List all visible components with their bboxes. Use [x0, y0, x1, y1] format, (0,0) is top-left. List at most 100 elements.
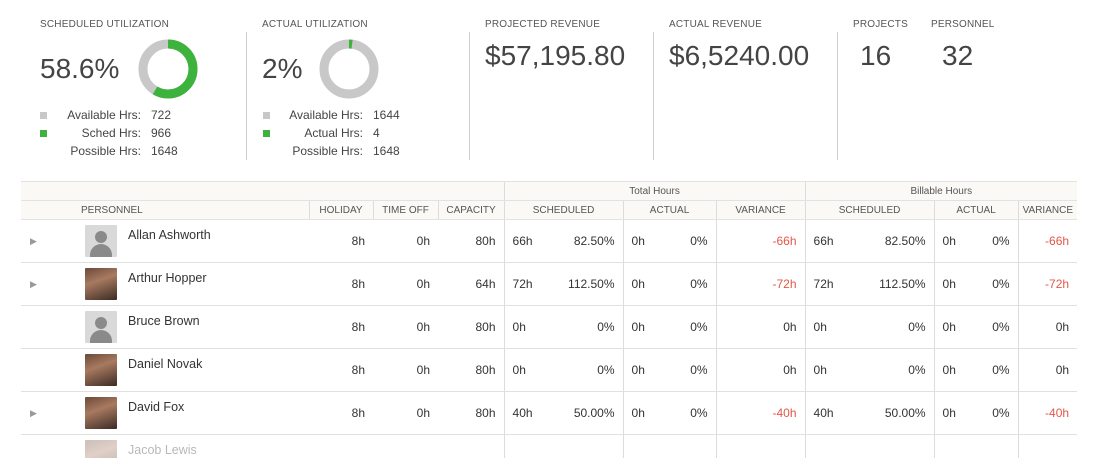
col-capacity[interactable]: CAPACITY — [437, 200, 505, 220]
scheduled-hours-cell: 72h — [503, 262, 564, 306]
expand-row-toggle[interactable]: ▶ — [21, 391, 46, 435]
donut-fill-arc — [319, 39, 379, 99]
billable-variance-cell: -40h — [1017, 391, 1077, 435]
projects-value: 16 — [860, 40, 892, 71]
variance-cell: -66h — [715, 219, 806, 263]
billable-actual-percent-cell: 0% — [975, 305, 1019, 349]
personnel-label: PERSONNEL — [931, 19, 995, 30]
holiday-cell: 8h — [309, 305, 373, 349]
billable-scheduled-percent-cell: 0% — [870, 348, 935, 392]
time-off-cell: 0h — [373, 348, 438, 392]
actual-utilization-value: 2% — [262, 53, 303, 84]
actual-utilization-label: ACTUAL UTILIZATION — [262, 19, 368, 30]
scheduled-hours-cell: 0h — [503, 305, 564, 349]
expand-row-toggle[interactable]: ▶ — [21, 262, 46, 306]
billable-actual-percent-cell: 0% — [975, 219, 1019, 263]
time-off-cell: 0h — [373, 391, 438, 435]
personnel-cell: Daniel Novak — [46, 348, 309, 392]
caret-right-icon[interactable]: ▶ — [30, 407, 37, 418]
col-time-off[interactable]: TIME OFF — [372, 200, 438, 220]
time-off-cell: 0h — [373, 305, 438, 349]
actual-percent-cell: 0% — [667, 305, 717, 349]
table-row[interactable]: ▶ Allan Ashworth 8h 0h 80h 66h 82.50% 0h 0% -66h 6… — [21, 219, 1077, 263]
col-billable-scheduled[interactable]: SCHEDULED — [804, 200, 935, 220]
variance-cell — [715, 434, 806, 458]
divider — [246, 32, 247, 160]
actual-percent-cell: 0% — [667, 262, 717, 306]
billable-variance-cell: -66h — [1017, 219, 1077, 263]
col-actual[interactable]: ACTUAL — [622, 200, 717, 220]
billable-scheduled-hours-cell: 72h — [804, 262, 871, 306]
caret-right-icon[interactable]: ▶ — [30, 278, 37, 289]
scheduled-hours-cell: 40h — [503, 391, 564, 435]
expand-row-toggle — [21, 305, 46, 349]
holiday-cell — [309, 434, 373, 458]
avatar — [85, 354, 117, 386]
actual-hours-cell: 0h — [622, 391, 668, 435]
legend-value: 4 — [373, 126, 380, 140]
legend-row: Possible Hrs: 1648 — [40, 142, 220, 160]
personnel-cell: Arthur Hopper — [46, 262, 309, 306]
col-personnel[interactable]: PERSONNEL — [46, 200, 309, 220]
personnel-name[interactable]: David Fox — [128, 400, 185, 414]
legend-row: Available Hrs: 722 — [40, 106, 220, 124]
col-scheduled[interactable]: SCHEDULED — [503, 200, 624, 220]
billable-scheduled-percent-cell: 0% — [870, 305, 935, 349]
legend-row: Possible Hrs: 1648 — [263, 142, 443, 160]
billable-actual-percent-cell: 0% — [975, 348, 1019, 392]
billable-actual-hours-cell: 0h — [933, 219, 976, 263]
actual-hours-cell: 0h — [622, 348, 668, 392]
scheduled-utilization-donut — [138, 39, 198, 99]
personnel-name[interactable]: Bruce Brown — [128, 314, 200, 328]
scheduled-percent-cell: 0% — [563, 305, 624, 349]
personnel-name[interactable]: Daniel Novak — [128, 357, 203, 371]
donut-fill-arc — [138, 39, 198, 99]
table-row[interactable]: Jacob Lewis — [21, 434, 1077, 458]
billable-scheduled-hours-cell: 66h — [804, 219, 871, 263]
billable-scheduled-hours-cell: 0h — [804, 348, 871, 392]
divider — [837, 32, 838, 160]
legend-label: Possible Hrs: — [292, 144, 363, 158]
table-row[interactable]: Bruce Brown 8h 0h 80h 0h 0% 0h 0% 0h 0h 0% 0h 0% 0h — [21, 305, 1077, 349]
holiday-cell: 8h — [309, 262, 373, 306]
legend-label: Available Hrs: — [67, 108, 141, 122]
caret-right-icon[interactable]: ▶ — [30, 235, 37, 246]
expand-row-toggle[interactable]: ▶ — [21, 219, 46, 263]
personnel-name[interactable]: Jacob Lewis — [128, 443, 197, 457]
group-header-empty — [21, 181, 505, 201]
billable-actual-hours-cell: 0h — [933, 305, 976, 349]
avatar — [85, 397, 117, 429]
expand-row-toggle — [21, 434, 46, 458]
legend-value: 1648 — [151, 144, 178, 158]
projected-revenue-label: PROJECTED REVENUE — [485, 19, 601, 30]
actual-percent-cell — [667, 434, 717, 458]
scheduled-percent-cell: 82.50% — [563, 219, 624, 263]
table-row[interactable]: ▶ David Fox 8h 0h 80h 40h 50.00% 0h 0% -40h 40h 50.… — [21, 391, 1077, 435]
scheduled-hours-cell — [503, 434, 564, 458]
legend-swatch — [40, 112, 47, 119]
personnel-name[interactable]: Arthur Hopper — [128, 271, 207, 285]
col-billable-variance[interactable]: VARIANCE — [1017, 200, 1077, 220]
billable-actual-hours-cell: 0h — [933, 262, 976, 306]
variance-cell: 0h — [715, 348, 806, 392]
scheduled-utilization-value: 58.6% — [40, 53, 120, 84]
col-variance[interactable]: VARIANCE — [715, 200, 806, 220]
table-row[interactable]: ▶ Arthur Hopper 8h 0h 64h 72h 112.50% 0h 0% -72h 7… — [21, 262, 1077, 306]
time-off-cell: 0h — [373, 219, 438, 263]
table-row[interactable]: Daniel Novak 8h 0h 80h 0h 0% 0h 0% 0h 0h 0% 0h 0% 0h — [21, 348, 1077, 392]
col-billable-actual[interactable]: ACTUAL — [933, 200, 1019, 220]
legend-swatch — [263, 130, 270, 137]
expand-row-toggle — [21, 348, 46, 392]
time-off-cell — [373, 434, 438, 458]
legend-value: 1648 — [373, 144, 400, 158]
legend-swatch — [263, 112, 270, 119]
personnel-name[interactable]: Allan Ashworth — [128, 228, 211, 242]
legend-label: Actual Hrs: — [304, 126, 363, 140]
col-holiday[interactable]: HOLIDAY — [308, 200, 373, 220]
capacity-cell — [438, 434, 505, 458]
holiday-cell: 8h — [309, 348, 373, 392]
billable-scheduled-hours-cell: 40h — [804, 391, 871, 435]
donut-track — [319, 39, 379, 99]
divider — [469, 32, 470, 160]
billable-scheduled-percent-cell: 50.00% — [870, 391, 935, 435]
